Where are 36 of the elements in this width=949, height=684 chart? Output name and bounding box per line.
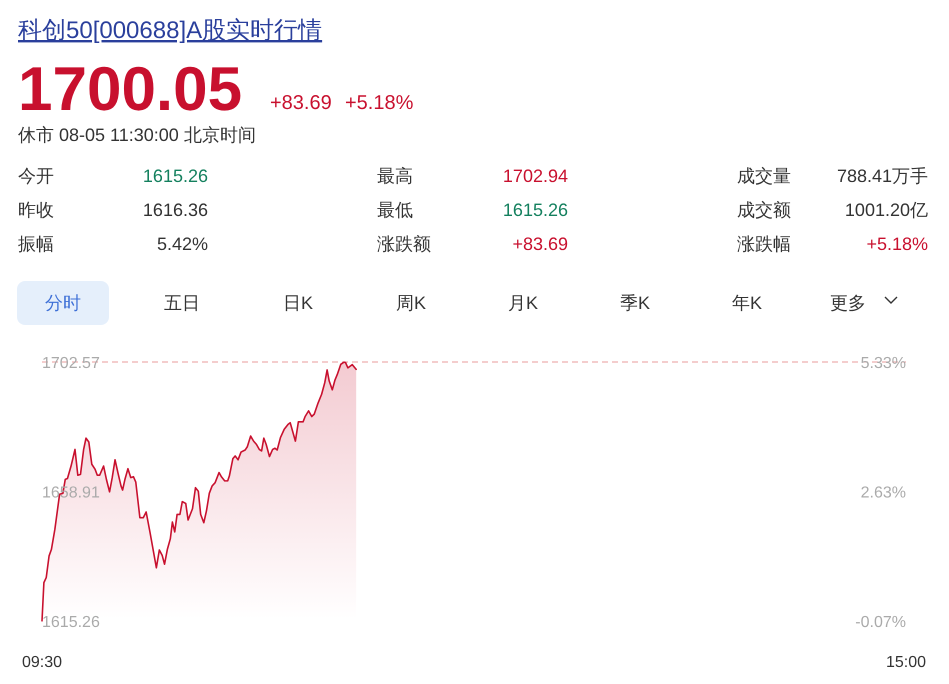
x-tick-label: 15:00 [886, 654, 926, 671]
text: 振幅 [18, 234, 54, 254]
text: 1001.20亿 [844, 200, 928, 220]
text: 休市 08-05 11:30:00 北京时间 [18, 125, 256, 145]
text: 1615.26 [502, 200, 568, 220]
text: 788.41万手 [836, 166, 928, 186]
text: 1700.05 [18, 55, 242, 124]
text: 1615.26 [142, 166, 208, 186]
text: 年K [732, 293, 762, 313]
text: 1616.36 [142, 200, 208, 220]
text: 五日 [164, 293, 200, 313]
text: 月K [508, 293, 538, 313]
text: 1702.94 [502, 166, 568, 186]
text: 涨跌额 [377, 234, 431, 254]
text: 最高 [377, 166, 413, 186]
text: 最低 [377, 200, 413, 220]
x-tick-label: 09:30 [22, 654, 62, 671]
text: 涨跌幅 [737, 234, 791, 254]
text: +83.69 [512, 234, 568, 254]
text: 昨收 [18, 200, 54, 220]
text: 更多 [830, 293, 866, 313]
text: 日K [282, 293, 314, 313]
text: 分时 [45, 293, 81, 313]
text: +5.18% [866, 234, 928, 254]
text: +83.69 [270, 92, 332, 114]
text: 今开 [18, 166, 54, 186]
text: 周K [396, 293, 426, 313]
y2-tick-label: 2.63% [860, 484, 906, 502]
text: 成交量 [737, 166, 791, 186]
text: 成交额 [737, 200, 791, 220]
text: +5.18% [345, 92, 414, 114]
text: 季K [620, 293, 650, 313]
text: 科创50[000688]A股实时行情 [18, 17, 322, 44]
text: 5.42% [156, 234, 208, 254]
y-tick-label: 1615.26 [42, 614, 100, 631]
y2-tick-label: -0.07% [855, 614, 906, 631]
